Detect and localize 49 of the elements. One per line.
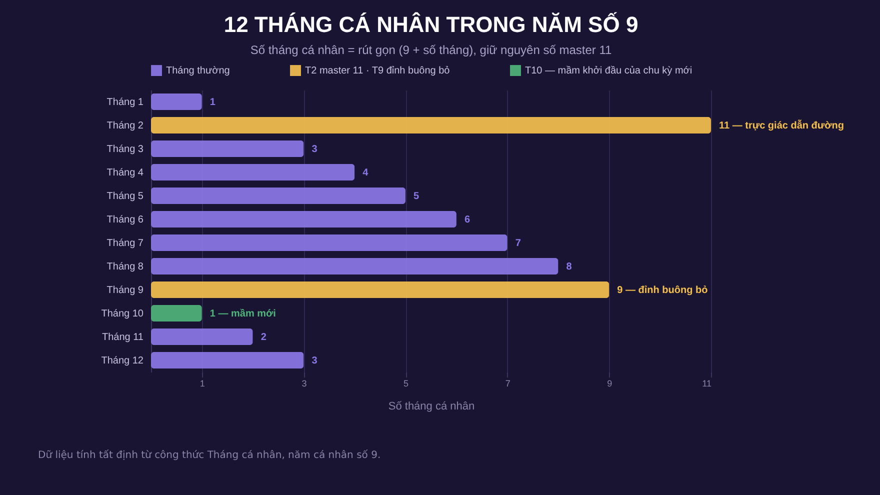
data-label: 2 <box>260 332 267 343</box>
data-label: 3 <box>312 144 318 155</box>
y-tick-label: Tháng 11 <box>102 332 144 343</box>
bar <box>151 352 304 368</box>
x-tick-label: 11 <box>702 378 712 388</box>
x-tick-label: 3 <box>302 378 307 388</box>
bar <box>151 282 610 298</box>
bar <box>151 305 202 322</box>
x-axis-title: Số tháng cá nhân <box>388 400 475 412</box>
y-tick-label: Tháng 10 <box>101 308 144 320</box>
x-tick-label: 5 <box>404 378 409 388</box>
y-tick-label: Tháng 8 <box>106 261 144 272</box>
data-label: 1 — mầm mới <box>210 308 276 320</box>
bar <box>151 164 355 180</box>
y-tick-label: Tháng 7 <box>106 238 144 249</box>
bar <box>151 258 558 274</box>
x-tick-label: 9 <box>607 378 612 388</box>
bar <box>151 94 202 110</box>
legend-label: T2 master 11 · T9 đỉnh buông bỏ <box>305 66 450 77</box>
data-label: 11 — trực giác dẫn đường <box>719 119 844 132</box>
legend-label: T10 — mầm khởi đầu của chu kỳ mới <box>525 66 692 77</box>
chart-title: 12 THÁNG CÁ NHÂN TRONG NĂM SỐ 9 <box>224 12 638 37</box>
bar <box>151 234 508 251</box>
data-label: 9 — đỉnh buông bỏ <box>617 284 708 296</box>
y-tick-label: Tháng 9 <box>106 284 144 296</box>
bar <box>151 140 304 157</box>
x-tick-label: 7 <box>505 378 510 388</box>
chart-subtitle: Số tháng cá nhân = rút gọn (9 + số tháng), giữ nguyên số master 11 <box>250 43 612 57</box>
data-label: 3 <box>312 355 318 366</box>
text: Dữ liệu tính tất định từ công thức Tháng cá nhân, năm cá nhân số 9. <box>38 450 381 461</box>
y-tick-label: Tháng 2 <box>106 120 144 132</box>
data-label: 1 <box>210 96 216 108</box>
y-tick-label: Tháng 6 <box>106 214 144 226</box>
y-tick-label: Tháng 4 <box>106 167 144 178</box>
y-tick-label: Tháng 5 <box>106 190 144 202</box>
bar <box>151 117 711 134</box>
bar <box>151 188 406 204</box>
data-label: 7 <box>515 238 522 249</box>
y-tick-label: Tháng 3 <box>106 144 144 155</box>
bar <box>151 328 253 345</box>
x-tick-label: 1 <box>200 378 205 388</box>
data-label: 8 <box>566 261 572 272</box>
data-label: 6 <box>464 214 470 226</box>
legend-label: Tháng thường <box>166 66 230 77</box>
bar <box>151 211 456 228</box>
data-label: 4 <box>362 167 369 178</box>
y-tick-label: Tháng 1 <box>106 96 144 108</box>
y-tick-label: Tháng 12 <box>101 355 144 366</box>
data-label: 5 <box>414 190 420 202</box>
